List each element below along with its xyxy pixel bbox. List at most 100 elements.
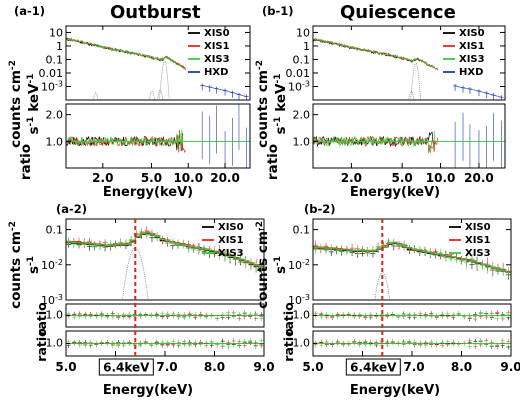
- y-tick-label-a1-3: 0.01: [39, 67, 64, 80]
- ratio-y-tick-label-a1-0: 1.0: [46, 135, 64, 148]
- x-tick-label-a2-0: 5.0: [55, 360, 76, 374]
- svg-text:counts cm-2: counts cm-2: [255, 60, 271, 148]
- ratio-y-tick-label-a2-0: 1.0: [46, 309, 64, 322]
- x-tick-label-b1-1: 5.0: [392, 171, 413, 185]
- legend-label-b1-xis1: XIS1: [459, 41, 485, 52]
- y-tick-label-a2-0: 0.1: [46, 224, 64, 237]
- marker-label-b2: 6.4keV: [350, 361, 397, 375]
- ratio-y-tick-label-b2-0: 1.0: [293, 309, 311, 322]
- y-tick-label-b1-3: 0.01: [286, 67, 311, 80]
- x-tick-label-a2-3: 8.0: [204, 360, 225, 374]
- x-tick-label-a2-7: 7.0: [156, 360, 177, 374]
- model-component-a1-2: [148, 90, 156, 100]
- ratio-plot-area-a2-0: [66, 309, 264, 322]
- ratio-plot-area-b1: [313, 112, 502, 168]
- ratio-ylabel-a2-2: ratio: [34, 328, 49, 362]
- ratio-plot-area-a2-1: [66, 338, 264, 350]
- y-tick-label-a2-2: 10-3: [41, 293, 63, 308]
- xlabel-a2: Energy(keV): [103, 383, 193, 398]
- x-tick-label-b2-4: 9.0: [500, 360, 520, 374]
- ratio-ylabel-b2-1: ratio: [281, 302, 296, 336]
- panel-tag-b1: (b-1): [262, 4, 294, 18]
- spectrum-a1-xis3: [66, 37, 183, 68]
- legend-label-a1-hxd: HXD: [204, 67, 228, 78]
- svg-text:counts cm-2: counts cm-2: [8, 221, 24, 309]
- marker-label-box-a2: [98, 358, 154, 376]
- y-tick-label-a1-4: 10-3: [41, 79, 63, 94]
- legend-label-b1-hxd: HXD: [459, 67, 483, 78]
- model-component-a1-0: [158, 61, 170, 100]
- y-tick-label-b1-4: 10-3: [288, 79, 310, 94]
- x-tick-label-b2-7: 7.0: [403, 360, 424, 374]
- model-component-a1-1: [92, 92, 99, 100]
- legend-label-b1-xis3: XIS3: [459, 54, 485, 65]
- legend-label-b2-xis3: XIS3: [465, 248, 491, 259]
- legend-label-b2-xis1: XIS1: [465, 235, 491, 246]
- xlabel-b1: Energy(keV): [350, 185, 440, 200]
- ratio-ylabel-a1: ratio: [18, 144, 34, 180]
- main-plot-area-a1: [66, 37, 249, 100]
- ratio-plot-area-b2-1: [313, 337, 511, 350]
- model-line-b1-hxd: [455, 85, 502, 98]
- y-tick-label-a1-2: 0.1: [46, 53, 64, 66]
- main-plot-area-b1: [313, 37, 504, 100]
- main-plot-area-b2: [313, 237, 511, 300]
- legend-label-a2-xis1: XIS1: [218, 235, 244, 246]
- model-component-b1-1: [408, 90, 415, 100]
- model-component-b1-0: [410, 63, 422, 100]
- axes-frame-a1: [65, 25, 251, 101]
- xlabel-a1: Energy(keV): [103, 185, 193, 200]
- ratio-ylabel-b2-2: ratio: [281, 328, 296, 362]
- ratio-frame-b1: [312, 103, 506, 169]
- svg-text:counts cm-2: counts cm-2: [8, 60, 24, 148]
- ratio-frame-a1: [65, 103, 251, 169]
- y-tick-label-a2-1: 10-2: [41, 257, 63, 272]
- legend-label-a1-xis3: XIS3: [204, 54, 230, 65]
- x-tick-label-a1-3: 20.0: [210, 171, 240, 185]
- y-tick-label-a1-0: 10: [49, 26, 63, 39]
- ratio-ylabel-b1: ratio: [265, 144, 281, 180]
- legend-label-a1-xis1: XIS1: [204, 41, 230, 52]
- main-plot-area-a2: [66, 226, 264, 300]
- y-tick-label-b2-1: 10-2: [288, 257, 310, 272]
- model-line-a1-hxd: [202, 85, 247, 97]
- panel-tag-b2: (b-2): [304, 202, 336, 216]
- panel-title-b1: Quiescence: [340, 2, 456, 23]
- x-tick-label-b1-3: 20.0: [464, 171, 494, 185]
- x-tick-label-b1-0: 2.0: [341, 171, 362, 185]
- x-tick-label-a1-0: 2.0: [92, 171, 113, 185]
- y-tick-label-b1-1: 1: [303, 40, 310, 53]
- marker-label-box-b2: [345, 358, 401, 376]
- ylabel-a2: counts cm-2 s-1: [8, 221, 42, 309]
- legend-label-a1-xis0: XIS0: [204, 28, 230, 39]
- y-tick-label-b1-0: 10: [296, 26, 310, 39]
- ratio-y-tick-label-b1-1: 2.0: [293, 109, 311, 122]
- axes-frame-b1: [312, 25, 506, 101]
- legend-label-b2-xis0: XIS0: [465, 222, 491, 233]
- legend-label-a2-xis3: XIS3: [218, 248, 244, 259]
- y-tick-label-a1-1: 1: [56, 40, 63, 53]
- ratio-y-tick-label-a1-1: 2.0: [46, 109, 64, 122]
- spectrum-a1-xis1: [66, 37, 186, 71]
- y-tick-label-b2-2: 10-3: [288, 293, 310, 308]
- panel-title-a1: Outburst: [110, 2, 201, 23]
- x-tick-label-a1-2: 10.0: [173, 171, 203, 185]
- ratio-y-tick-label-b1-0: 1.0: [293, 135, 311, 148]
- y-tick-label-b2-0: 0.1: [293, 224, 311, 237]
- xlabel-b2: Energy(keV): [350, 383, 440, 398]
- ratio-y-tick-label-a2-1: 1.0: [46, 337, 64, 350]
- spectrum-b1-xis1: [313, 37, 439, 71]
- ratio-y-tick-label-b2-1: 1.0: [293, 337, 311, 350]
- panel-tag-a1: (a-1): [14, 4, 45, 18]
- x-tick-label-b2-3: 8.0: [451, 360, 472, 374]
- legend-label-a2-xis0: XIS0: [218, 222, 244, 233]
- ratio-ylabel-a2-1: ratio: [34, 302, 49, 336]
- plot-a2: 1.01.00.110-210-35.06.08.09.07.06.4keVXI…: [41, 218, 275, 376]
- y-tick-label-b1-2: 0.1: [293, 53, 311, 66]
- ratio-plot-area-b2-0: [313, 310, 511, 322]
- x-tick-label-a2-4: 9.0: [253, 360, 274, 374]
- spectrum-b1-xis3: [313, 38, 435, 69]
